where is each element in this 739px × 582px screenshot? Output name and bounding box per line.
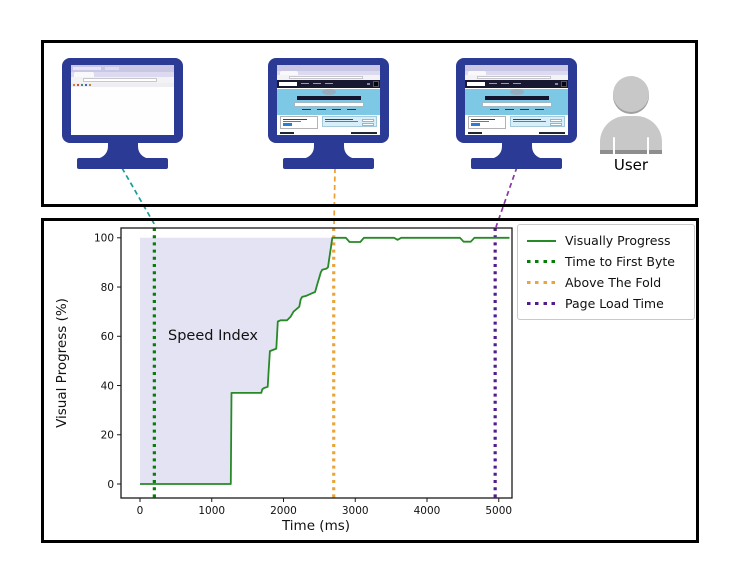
legend-item-visually-progress: Visually Progress [527,230,694,251]
hero-links [277,109,380,110]
hero-section [277,89,380,115]
legend-label: Time to First Byte [565,254,675,269]
address-input [289,76,363,79]
site-footer [277,131,380,135]
site-header [465,80,568,88]
content-section [465,115,568,131]
browser-tab-strip [277,71,380,75]
blue-button [283,123,292,126]
site-footer [465,131,568,135]
mini-input [362,119,374,122]
promo-box-right [510,116,565,127]
svg-text:2000: 2000 [270,505,297,517]
monitor-first-paint [61,57,185,171]
hero-heading-bar [484,96,549,100]
screen-blank-page [71,65,174,135]
user-figure: User [599,76,663,174]
address-input [477,76,551,79]
browser-tab [280,71,298,75]
bookmarks-bar [71,83,174,87]
address-input [83,78,157,82]
x-axis-label: Time (ms) [281,518,350,534]
promo-box-left [468,116,506,129]
promo-box-right [322,116,377,127]
browser-address-bar [71,77,174,83]
browser-address-bar [277,75,380,80]
site-header [277,80,380,88]
speed-index-annotation: Speed Index [168,328,258,344]
legend-dotted-swatch [527,301,556,306]
mini-input [550,119,562,122]
legend-item-page-load-time: Page Load Time [527,293,694,314]
header-icon [367,83,370,85]
mini-input [550,123,562,126]
top-panel [41,40,698,207]
browser-tab-strip [465,71,568,75]
user-head-icon [613,76,649,112]
svg-text:20: 20 [101,430,114,442]
legend-label: Above The Fold [565,275,662,290]
speed-index-area [140,237,333,484]
svg-text:0: 0 [107,479,114,491]
svg-text:100: 100 [94,233,114,245]
content-section [277,115,380,131]
browser-tab-strip [71,72,174,77]
cloud-icon [321,89,336,95]
chart-panel [41,218,699,543]
x-axis-ticks: 0 1000 2000 3000 4000 5000 [137,498,512,517]
legend-dotted-swatch [527,259,556,264]
user-label: User [613,156,649,174]
event-vlines [152,228,497,498]
monitor-fully-loaded [455,57,579,171]
legend-line-swatch [527,239,556,242]
legend: Visually Progress Time to First Byte Above… [517,224,695,320]
promo-box-left [280,116,318,129]
blue-button [471,123,480,126]
svg-text:80: 80 [101,282,114,294]
legend-item-time-to-first-byte: Time to First Byte [527,251,694,272]
progress-chart: 0 1000 2000 3000 4000 5000 0 20 40 60 80 100 Speed… [54,227,513,534]
search-input-mock [481,102,552,107]
mini-input [362,123,374,126]
plot-frame [120,227,513,499]
browser-titlebar [71,65,174,72]
hero-section [465,89,568,115]
svg-text:5000: 5000 [485,505,512,517]
browser-titlebar [277,65,380,71]
browser-titlebar [465,65,568,71]
svg-text:0: 0 [137,505,144,517]
svg-text:40: 40 [101,380,114,392]
hero-links [465,109,568,110]
hero-heading-bar [296,96,361,100]
visual-progress-curve [140,236,510,485]
monitor-above-the-fold [267,57,391,171]
header-button [561,81,567,87]
svg-text:4000: 4000 [414,505,441,517]
site-logo [467,82,485,86]
legend-item-above-the-fold: Above The Fold [527,272,694,293]
search-input-mock [293,102,364,107]
y-axis-label: Visual Progress (%) [54,298,70,428]
svg-text:60: 60 [101,331,114,343]
svg-text:1000: 1000 [198,505,225,517]
header-icon [555,83,558,85]
browser-tab [468,71,486,75]
cloud-icon [509,89,524,95]
blank-page-body [71,87,174,135]
y-axis-ticks: 0 20 40 60 80 100 [94,233,121,491]
user-body-icon [600,116,662,154]
svg-text:3000: 3000 [342,505,369,517]
browser-address-bar [465,75,568,80]
browser-tab [74,72,94,77]
screen-loaded-page [465,65,568,135]
screen-rendered-page [277,65,380,135]
legend-dotted-swatch [527,280,556,285]
legend-label: Page Load Time [565,296,664,311]
legend-label: Visually Progress [565,233,671,248]
header-button [373,81,379,87]
site-logo [279,82,297,86]
